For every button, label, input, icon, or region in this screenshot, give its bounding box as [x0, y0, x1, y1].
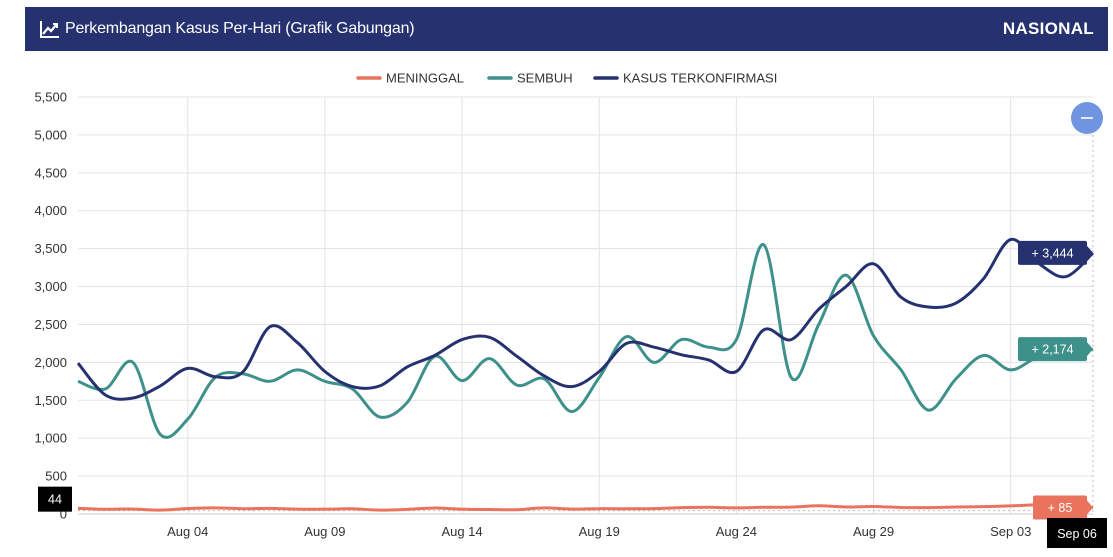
badge-background — [1018, 337, 1087, 362]
scope-label: NASIONAL — [1002, 19, 1094, 38]
value-badges: + 85 + 2,174 + 3,444 44 Sep 06 — [38, 102, 1107, 548]
y-tick-label: 0 — [60, 507, 67, 522]
legend-label-kasus-terkonfirmasi: KASUS TERKONFIRMASI — [623, 71, 777, 86]
series-lines — [76, 237, 1095, 512]
x-tick-label: Aug 09 — [304, 524, 345, 539]
y-tick-label: 5,000 — [34, 127, 67, 142]
x-tick-label: Aug 04 — [167, 524, 208, 539]
crosshair-x-label: Sep 06 — [1047, 518, 1107, 548]
badge-pointer — [1087, 500, 1093, 515]
x-tick-label: Aug 29 — [853, 524, 894, 539]
x-axis: Aug 04 Aug 09 Aug 14 Aug 19 Aug 24 Aug 29 Sep … — [78, 513, 1093, 539]
y-tick-label: 3,000 — [34, 279, 67, 294]
x-tick-label: Aug 24 — [716, 524, 757, 539]
chart-header: Perkembangan Kasus Per-Hari (Grafik Gabu… — [25, 7, 1108, 51]
zoom-out-button[interactable] — [1071, 102, 1103, 134]
y-tick-label: 4,500 — [34, 165, 67, 180]
series-line-sembuh — [77, 243, 1094, 439]
combined-daily-cases-chart: 0 500 1,000 1,500 2,000 2,500 3,000 3,500 4,000 4… — [34, 71, 1107, 548]
badge-background — [1018, 240, 1087, 265]
badge-label: + 3,444 — [1031, 246, 1073, 260]
crosshair-y-label: 44 — [38, 486, 72, 512]
x-tick-label: Aug 14 — [441, 524, 482, 539]
crosshair-y-background — [38, 486, 72, 512]
latest-value-badge-kasus-terkonfirmasi: + 3,444 — [1018, 240, 1093, 265]
chart-title: Perkembangan Kasus Per-Hari (Grafik Gabu… — [65, 20, 415, 37]
legend-label-meninggal: MENINGGAL — [386, 71, 464, 86]
latest-value-badge-meninggal: + 85 — [1033, 495, 1093, 520]
badge-background — [1033, 495, 1087, 520]
y-tick-label: 4,000 — [34, 203, 67, 218]
y-tick-label: 1,500 — [34, 393, 67, 408]
badge-label: + 85 — [1048, 501, 1073, 515]
series-line-kasus-terkonfirmasi — [76, 237, 1095, 401]
badge-label: + 2,174 — [1031, 343, 1073, 357]
series-line-meninggal — [77, 503, 1094, 512]
y-tick-label: 500 — [45, 469, 67, 484]
crosshair-x-background — [1047, 518, 1107, 548]
y-tick-label: 2,500 — [34, 317, 67, 332]
x-tick-label: Aug 19 — [579, 524, 620, 539]
latest-value-badge-sembuh: + 2,174 — [1018, 337, 1093, 362]
y-tick-label: 2,000 — [34, 355, 67, 370]
y-tick-label: 1,000 — [34, 431, 67, 446]
badge-pointer — [1087, 342, 1093, 357]
legend-label-sembuh: SEMBUH — [517, 71, 573, 86]
x-tick-label: Sep 03 — [990, 524, 1031, 539]
chart-legend: MENINGGAL SEMBUH KASUS TERKONFIRMASI — [356, 71, 777, 86]
chart-grid — [78, 96, 1094, 515]
crosshair-y-text: 44 — [48, 493, 62, 507]
y-axis: 0 500 1,000 1,500 2,000 2,500 3,000 3,500 4,000 4… — [34, 90, 67, 522]
badge-pointer — [1087, 245, 1093, 260]
y-tick-label: 3,500 — [34, 241, 67, 256]
y-tick-label: 5,500 — [34, 90, 67, 105]
crosshair-x-text: Sep 06 — [1057, 527, 1097, 541]
line-chart-icon — [39, 19, 61, 39]
